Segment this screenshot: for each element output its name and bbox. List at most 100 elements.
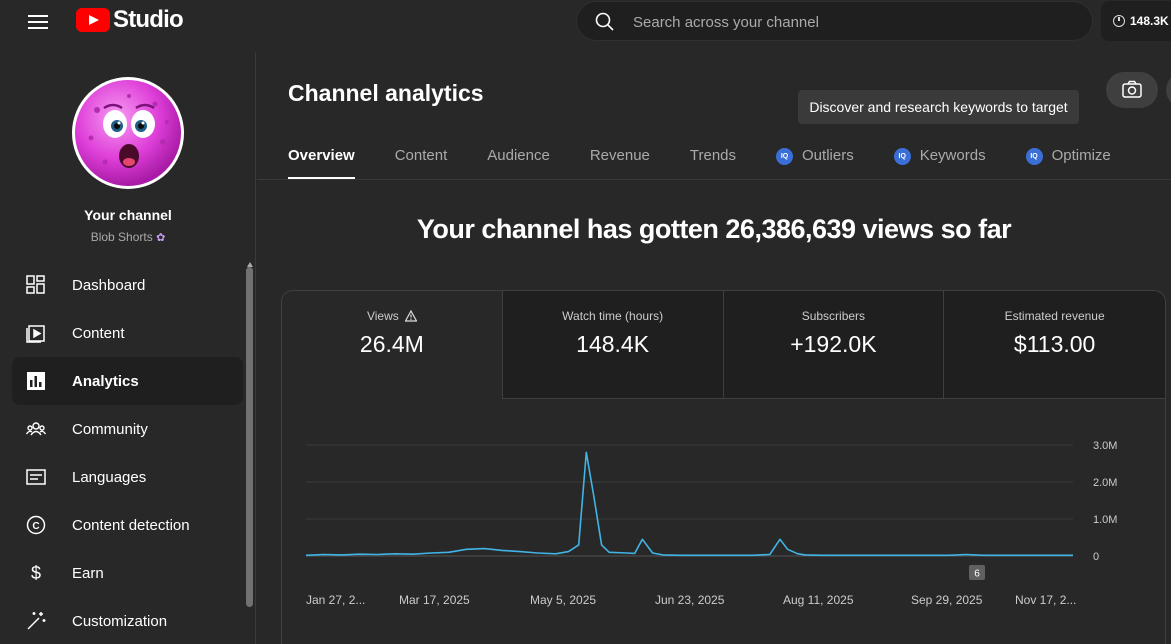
main-content: Channel analytics Discover and research …: [257, 52, 1171, 644]
vidiq-icon: IQ: [893, 148, 911, 165]
sidebar-item-dashboard[interactable]: Dashboard: [12, 261, 243, 309]
sidebar-item-earn[interactable]: $ Earn: [12, 549, 243, 597]
tab-label: Keywords: [919, 147, 986, 164]
dollar-icon: $: [31, 563, 41, 583]
metric-subscribers[interactable]: Subscribers +192.0K: [723, 291, 945, 399]
tab-trends[interactable]: Trends: [690, 137, 736, 180]
sidebar-item-label: Content detection: [72, 516, 190, 534]
tab-keywords[interactable]: IQ Keywords: [893, 137, 986, 180]
tab-label: Overview: [288, 147, 355, 164]
sidebar-nav: Dashboard Content Analytics Community: [12, 261, 243, 644]
metric-value: $113.00: [1013, 331, 1096, 357]
tab-label: Content: [394, 147, 448, 164]
your-channel-label: Your channel: [84, 207, 172, 223]
avatar[interactable]: [72, 77, 184, 189]
sidebar-item-analytics[interactable]: Analytics: [12, 357, 243, 405]
more-button[interactable]: [1166, 72, 1171, 108]
views-line-chart: 3.0M 2.0M 1.0M 0 6 Jan 27, 2... Mar 17, 2025 Ma…: [306, 440, 1117, 607]
annotation-label: 6: [974, 569, 980, 580]
copyright-icon: C: [26, 515, 46, 535]
youtube-play-icon: [76, 8, 110, 32]
y-tick-label: 1.0M: [1093, 514, 1117, 526]
x-tick-label: May 5, 2025: [530, 593, 596, 607]
metric-value: 148.4K: [576, 331, 650, 357]
tab-content[interactable]: Content: [395, 137, 448, 180]
realtime-badge[interactable]: 148.3K: [1101, 1, 1171, 41]
x-tick-label: Sep 29, 2025: [911, 593, 983, 607]
metric-label: Subscribers: [801, 309, 866, 323]
sidebar-item-label: Dashboard: [72, 276, 146, 294]
metric-views[interactable]: Views 26.4M: [282, 291, 503, 399]
metric-tabs: Views 26.4M Watch time (hours) 148.4K Su…: [282, 291, 1165, 399]
page-title: Channel analytics: [288, 80, 484, 106]
community-icon: [26, 422, 46, 436]
svg-text:$: $: [31, 563, 41, 583]
camera-icon: [1122, 80, 1142, 98]
y-tick-label: 2.0M: [1093, 477, 1117, 489]
sidebar-item-label: Earn: [72, 564, 104, 582]
wand-icon: [27, 612, 46, 630]
sidebar-item-content[interactable]: Content: [12, 309, 243, 357]
tab-label: Optimize: [1051, 147, 1111, 164]
sidebar-item-label: Content: [72, 324, 125, 342]
x-tick-label: Aug 11, 2025: [783, 593, 854, 607]
metric-watch-time[interactable]: Watch time (hours) 148.4K: [502, 291, 724, 399]
sidebar-item-customization[interactable]: Customization: [12, 597, 243, 644]
tab-overview[interactable]: Overview: [288, 137, 355, 180]
views-series-line: [306, 451, 1073, 557]
sidebar: Your channel Blob Shorts ✿ Dashboard Con…: [0, 52, 256, 644]
tooltip: Discover and research keywords to target: [798, 90, 1079, 124]
sparkle-icon: ✿: [156, 232, 166, 244]
languages-icon: [26, 469, 46, 485]
search-icon[interactable]: [595, 12, 615, 32]
scroll-up-arrow[interactable]: [247, 262, 253, 267]
tab-optimize[interactable]: IQ Optimize: [1025, 137, 1111, 180]
sidebar-item-label: Customization: [72, 612, 168, 630]
content-icon: [26, 325, 45, 343]
channel-name-text: Blob Shorts: [90, 230, 153, 244]
sidebar-item-languages[interactable]: Languages: [12, 453, 243, 501]
tab-revenue[interactable]: Revenue: [590, 137, 650, 180]
logo-text: Studio: [113, 6, 184, 33]
metrics-card: Views 26.4M Watch time (hours) 148.4K Su…: [281, 290, 1166, 644]
tab-audience[interactable]: Audience: [487, 137, 550, 180]
realtime-badge-value: 148.3K: [1130, 14, 1169, 28]
vidiq-icon: IQ: [776, 148, 794, 165]
metric-label: Watch time (hours): [562, 309, 664, 323]
warning-icon[interactable]: [404, 310, 417, 322]
metric-label: Views: [366, 309, 399, 323]
tab-label: Revenue: [589, 147, 650, 164]
sidebar-item-content-detection[interactable]: C Content detection: [12, 501, 243, 549]
channel-name: Blob Shorts ✿: [0, 230, 256, 244]
analytics-tabs: Overview Content Audience Revenue Trends…: [288, 137, 1151, 180]
tab-outliers[interactable]: IQ Outliers: [776, 137, 854, 180]
x-tick-label: Jun 23, 2025: [655, 593, 725, 607]
x-tick-label: Jan 27, 2...: [306, 593, 365, 607]
sidebar-item-label: Community: [72, 420, 148, 438]
top-bar: Studio 148.3K: [0, 0, 1171, 52]
metric-revenue[interactable]: Estimated revenue $113.00: [944, 291, 1165, 399]
sidebar-item-label: Languages: [72, 468, 147, 486]
x-tick-label: Nov 17, 2...: [1015, 593, 1076, 607]
metric-value: +192.0K: [790, 331, 877, 357]
tab-label: Outliers: [802, 147, 854, 164]
sidebar-item-community[interactable]: Community: [12, 405, 243, 453]
search-input[interactable]: [633, 11, 1073, 33]
youtube-studio-logo[interactable]: Studio: [76, 6, 184, 33]
sidebar-item-label: Analytics: [72, 372, 139, 390]
views-headline: Your channel has gotten 26,386,639 views…: [416, 214, 1012, 244]
sidebar-scrollbar[interactable]: [246, 267, 253, 607]
metric-label: Estimated revenue: [1004, 309, 1105, 323]
vidiq-icon: IQ: [1025, 148, 1043, 165]
tab-label: Trends: [689, 147, 737, 164]
snapshot-button[interactable]: [1106, 72, 1158, 108]
y-tick-label: 3.0M: [1093, 440, 1117, 452]
metric-value: 26.4M: [359, 331, 424, 357]
clock-icon: [1113, 15, 1125, 27]
menu-icon[interactable]: [22, 10, 54, 34]
analytics-icon: [27, 372, 45, 390]
x-tick-label: Mar 17, 2025: [399, 593, 470, 607]
y-tick-label: 0: [1093, 551, 1099, 563]
search-bar[interactable]: [576, 1, 1093, 41]
dashboard-icon: [26, 275, 45, 294]
